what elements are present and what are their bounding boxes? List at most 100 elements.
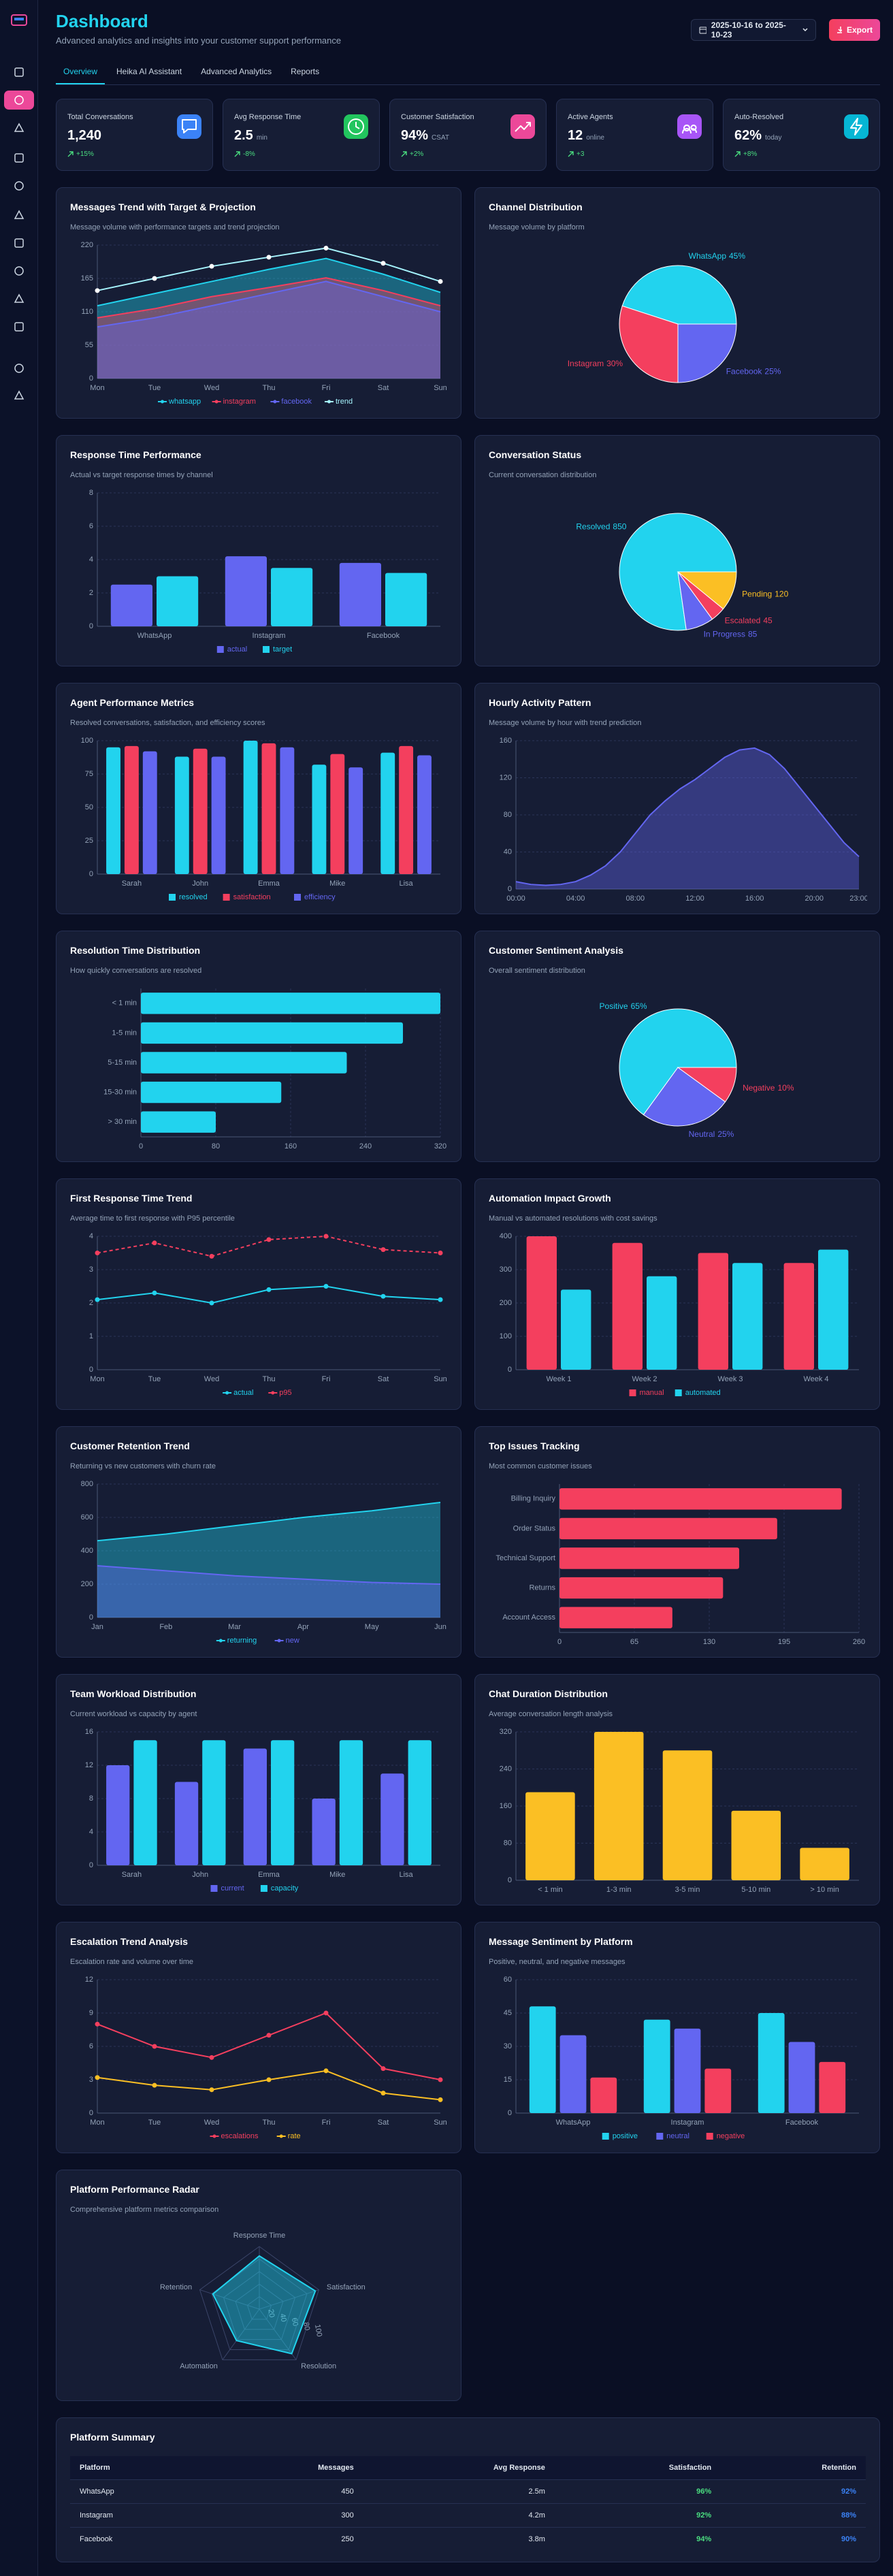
value-tick-label: 0 (89, 2109, 93, 2117)
nav-item[interactable] (14, 322, 24, 332)
bar (271, 568, 313, 626)
logo (11, 14, 27, 26)
table-cell: 250 (214, 2527, 363, 2551)
legend-swatch (656, 2133, 664, 2140)
bar (142, 751, 157, 874)
legend-swatch (260, 1885, 267, 1892)
category-label: May (365, 1623, 379, 1631)
bar (339, 1740, 363, 1865)
bar (399, 745, 414, 874)
pie-slice (619, 1008, 737, 1116)
nav-item[interactable] (14, 266, 24, 276)
point (438, 2097, 443, 2102)
value-tick-label: 130 (703, 1638, 715, 1646)
legend-label: escalations (221, 2132, 259, 2140)
nav-item[interactable] (14, 238, 24, 248)
bar (225, 556, 267, 626)
kpi-card: Auto-Resolved 62% today +8% (723, 99, 880, 171)
tab[interactable]: Advanced Analytics (201, 67, 272, 76)
legend-swatch (225, 1391, 229, 1395)
chart: Positive 65% Neutral 25% Negative 10% (600, 1001, 794, 1139)
tab[interactable]: Reports (291, 67, 320, 76)
nav-item[interactable] (14, 210, 25, 219)
value-tick-label: 2 (89, 589, 93, 597)
chart: 0 4 8 12 16 Sarah John Emma Mike Lisa current capac… (85, 1728, 440, 1893)
point (95, 2021, 100, 2027)
value-tick-label: 0 (508, 2109, 512, 2117)
point (438, 1297, 443, 1302)
table-row: Instagram 300 4.2m 92% 88% (70, 2503, 866, 2528)
category-label: Billing Inquiry (511, 1495, 556, 1503)
kpi-change-value: +15% (76, 150, 94, 158)
legend-swatch (629, 1389, 636, 1396)
chart-subtitle: Average conversation length analysis (489, 1710, 613, 1718)
chart-title: Message Sentiment by Platform (489, 1936, 633, 1947)
category-label: Mike (329, 1871, 345, 1879)
kpi-unit: CSAT (432, 134, 449, 142)
nav-item[interactable] (14, 364, 24, 373)
pie-label-category: Positive (600, 1001, 628, 1011)
category-label: Sarah (122, 1871, 142, 1879)
bar (526, 1236, 557, 1370)
table-card: Platform Summary Platform Messages Avg Res… (56, 2417, 880, 2562)
kpi-change-value: -8% (243, 150, 255, 158)
value-tick-label: 160 (500, 737, 512, 745)
area-fill (97, 281, 440, 379)
bar (193, 748, 208, 874)
trend-icon (401, 151, 407, 157)
kpi-unit: today (765, 134, 782, 142)
pie-slice (619, 305, 679, 383)
nav-item[interactable] (14, 390, 25, 400)
value-tick-label: 75 (85, 770, 93, 778)
category-label: Mon (90, 384, 104, 392)
kpi-value-row: 94% CSAT (401, 128, 449, 144)
nav-item[interactable] (14, 67, 24, 77)
pie-label: Neutral 25% (689, 1129, 734, 1139)
tab[interactable]: Overview (56, 60, 105, 84)
chart: 0 1 2 3 4 Mon Tue Wed Thu Fri Sat Sun actual p95 (89, 1232, 447, 1397)
nav-icon (14, 266, 24, 276)
nav-item[interactable] (4, 91, 34, 110)
kpi-icon (344, 114, 368, 139)
bar (819, 2061, 846, 2113)
axis-label: Retention (160, 2283, 192, 2291)
bar (561, 1289, 591, 1370)
point (323, 2068, 329, 2074)
bar (106, 747, 120, 874)
area-fill (516, 747, 859, 889)
table-cell: Facebook (70, 2527, 215, 2551)
bar (732, 1263, 763, 1370)
nav-icon (14, 293, 25, 303)
tab[interactable]: Heika AI Assistant (116, 67, 182, 76)
point (266, 2077, 272, 2082)
export-button[interactable]: Export (829, 19, 880, 41)
legend-label: target (273, 645, 292, 654)
nav-icon (14, 153, 24, 163)
pie-label-value: 10% (777, 1083, 794, 1093)
sidebar-icons (4, 14, 34, 400)
nav-icon (14, 322, 24, 332)
bar (141, 1052, 347, 1074)
chart-subtitle: Manual vs automated resolutions with cos… (489, 1214, 657, 1223)
value-tick-label: 4 (89, 1232, 93, 1240)
category-label: 12:00 (685, 895, 704, 903)
category-label: Lisa (400, 880, 414, 888)
value-tick-label: 165 (81, 274, 93, 283)
date-range-button[interactable]: 2025-10-16 to 2025-10-23 (691, 19, 816, 41)
chart: Resolved 850 In Progress 85 Escalated 45 Pendi… (576, 513, 789, 639)
kpi-card: Avg Response Time 2.5 min -8% (223, 99, 380, 171)
value-tick-label: 60 (504, 1976, 512, 1984)
nav-icon (14, 123, 25, 132)
nav-item[interactable] (14, 181, 24, 191)
chart-subtitle: Escalation rate and volume over time (70, 1958, 193, 1966)
nav-item[interactable] (14, 153, 24, 163)
nav-item[interactable] (14, 123, 25, 132)
category-label: 04:00 (566, 895, 585, 903)
pie-slice (621, 265, 737, 325)
kpi-value: 12 (568, 128, 583, 143)
bar (612, 1242, 643, 1370)
point (209, 2055, 214, 2060)
nav-item[interactable] (14, 293, 25, 303)
chart-card: Conversation Status Current conversation … (474, 435, 880, 666)
